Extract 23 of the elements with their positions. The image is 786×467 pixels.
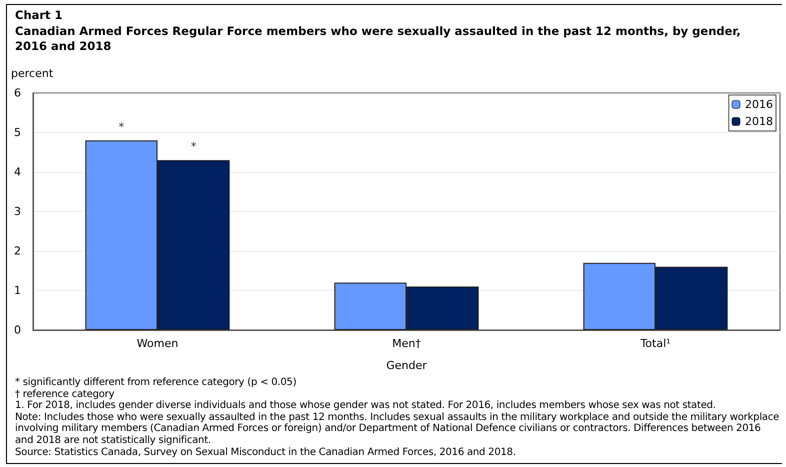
y-tick-label: 3	[14, 205, 21, 218]
text: Note: Includes those who were sexually assaulted in the past 12 months. Includes sexual assaults in the military workplace and outside the military workplace involving military members (Canadian Armed Forces or foreign) and/or Department of National Defence civilians or contractors. Differences between 2016 and 2018 are not statistically significant.	[15, 412, 780, 447]
legend-label: 2016	[745, 98, 774, 111]
text: * significantly different from reference category (p < 0.05)	[15, 377, 298, 389]
x-tick-label: Men†	[392, 337, 422, 350]
y-tick-label: 6	[14, 86, 21, 100]
data-label: *	[118, 120, 125, 134]
y-tick-label: 4	[14, 166, 21, 178]
x-axis-title: Gender	[386, 359, 428, 372]
legend-label: 2018	[745, 115, 774, 128]
y-tick-label: 2	[14, 244, 21, 258]
y-axis-title: percent	[11, 67, 54, 80]
y-tick-label: 0	[14, 324, 21, 336]
chart-title: Chart 1	[15, 8, 63, 23]
source-note: Source: Statistics Canada, Survey on Sexual Misconduct in the Canadian Armed Forces, 2016 and 2018.	[15, 446, 517, 458]
x-tick-label: Total¹	[639, 337, 671, 350]
text: 1. For 2018, includes gender diverse individuals and those whose gender was not stated. For 2016, includes members whose sex was not stated.	[15, 400, 717, 412]
chart-subtitle: Canadian Armed Forces Regular Force members who were sexually assaulted in the past 12 months, by gender, 2016 and 2018	[15, 24, 742, 54]
y-tick-label: 5	[14, 126, 21, 139]
text: † reference category	[15, 388, 116, 400]
y-tick-label: 1	[14, 284, 21, 297]
data-label: *	[190, 140, 197, 154]
x-tick-label: Women	[136, 337, 178, 350]
